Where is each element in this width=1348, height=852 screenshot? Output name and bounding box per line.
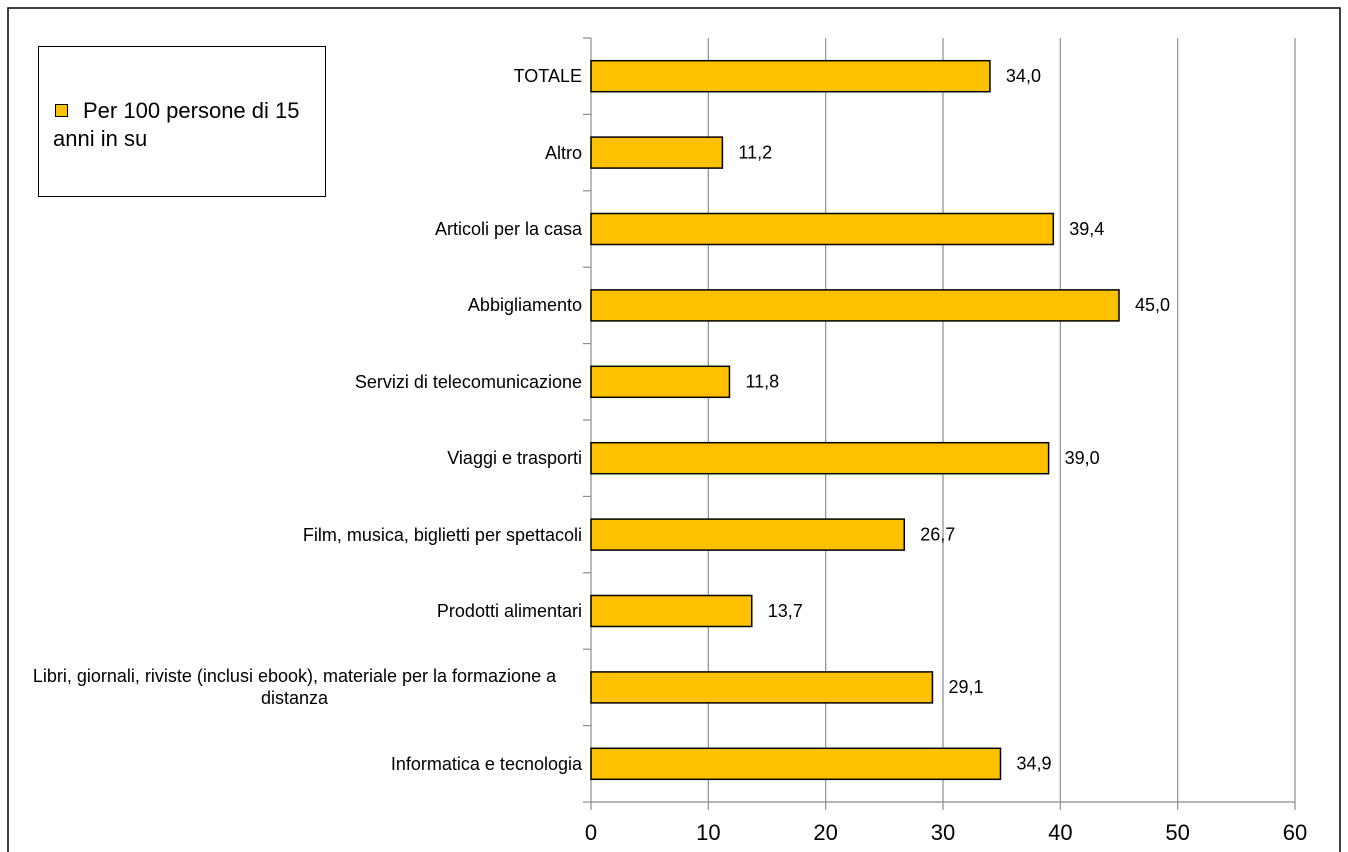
value-label: 29,1: [948, 677, 983, 697]
bar: [590, 59, 991, 93]
x-tick-label: 30: [931, 820, 955, 845]
x-tick-label: 10: [696, 820, 720, 845]
y-tick-label: Altro: [544, 142, 582, 163]
x-tick-label: 0: [585, 820, 597, 845]
bar: [590, 441, 1050, 475]
bar: [590, 212, 1055, 246]
y-tick-label: Libri, giornali, riviste (inclusi ebook)…: [32, 666, 557, 709]
y-tick-label: Servizi di telecomunicazione: [354, 371, 582, 392]
legend-label: Per 100 persone di 15 anni in su: [53, 98, 300, 151]
x-tick-label: 50: [1165, 820, 1189, 845]
bar: [590, 289, 1120, 322]
legend-marker: [55, 104, 68, 117]
bar: [590, 671, 934, 704]
bar: [590, 518, 906, 551]
value-label: 39,4: [1069, 219, 1104, 239]
y-tick-label: Film, musica, biglietti per spettacoli: [302, 524, 582, 545]
value-label: 39,0: [1065, 448, 1100, 468]
legend: Per 100 persone di 15 anni in su: [38, 46, 326, 197]
bar: [590, 136, 724, 169]
chart-border: [7, 7, 1341, 852]
bar: [590, 365, 731, 399]
y-tick-label: Articoli per la casa: [434, 219, 582, 239]
y-tick-label: Informatica e tecnologia: [390, 753, 582, 774]
x-tick-label: 40: [1048, 820, 1072, 845]
value-label: 26,7: [920, 524, 955, 544]
x-tick-label: 60: [1283, 820, 1307, 845]
value-label: 11,8: [745, 372, 779, 392]
value-label: 45,0: [1135, 295, 1170, 315]
bar: [590, 594, 753, 628]
value-label: 11,2: [738, 142, 772, 162]
y-tick-label: TOTALE: [513, 66, 582, 87]
y-tick-label: Viaggi e trasporti: [447, 448, 582, 469]
y-tick-label: Prodotti alimentari: [436, 601, 582, 621]
value-label: 13,7: [768, 601, 803, 621]
value-label: 34,0: [1006, 66, 1041, 86]
value-label: 34,9: [1016, 754, 1051, 774]
y-tick-label: Abbigliamento: [467, 295, 582, 316]
bar: [590, 747, 1002, 781]
x-tick-label: 20: [813, 820, 837, 845]
